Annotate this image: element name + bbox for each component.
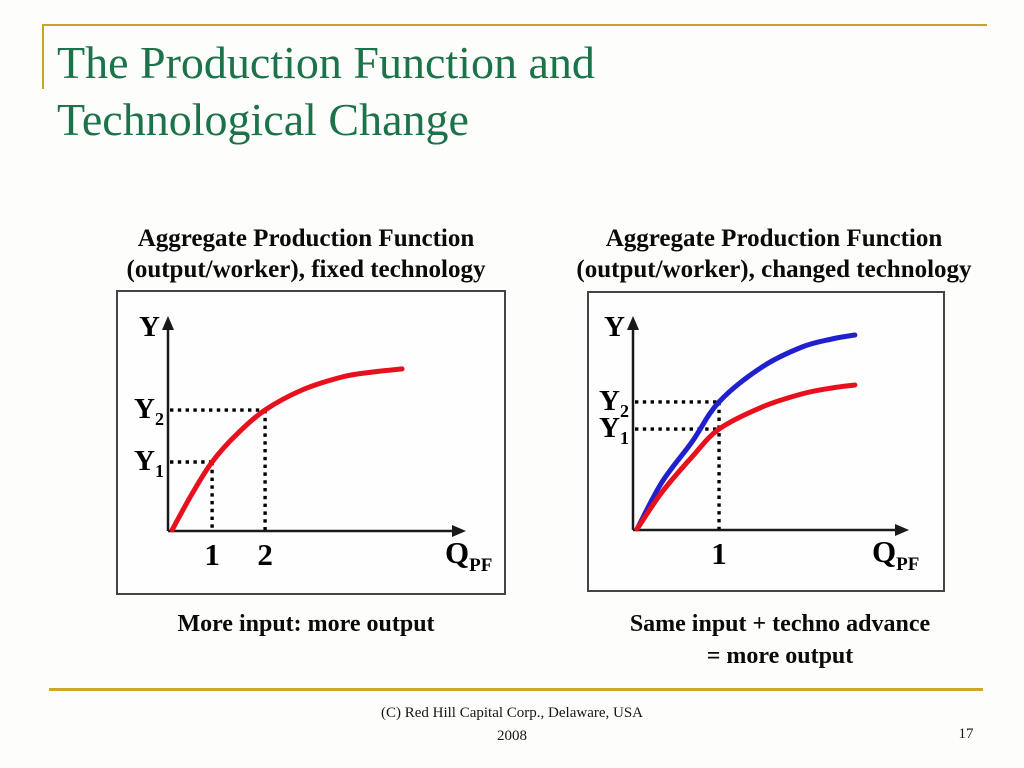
chart-title-line-2: (output/worker), changed technology [576,256,972,283]
copyright-year: 2008 [497,728,527,744]
chart-title-line-1: Aggregate Production Function [137,225,475,252]
bottom-accent-line [49,688,983,691]
y-mark-label: Y1 [134,445,164,481]
chart-caption-fixed-technology: More input: more output [94,608,518,640]
y-axis-arrow [162,316,174,330]
caption-line-1: Same input + techno advance [629,611,931,637]
chart-title-fixed-technology: Aggregate Production Function (output/wor… [94,223,518,285]
x-tick-label: 1 [204,537,220,572]
curve-series-0 [634,332,858,532]
slide-title: The Production Function and Technological… [57,34,987,148]
x-axis-label: QPF [872,534,919,575]
curve-series-0 [169,366,405,533]
top-accent-line [43,24,987,26]
chart-plot-box-changed-technology: Y2 Y1 1 Y QPF [587,291,945,592]
caption-line-1: More input: more output [177,611,435,637]
y-mark-label: Y2 [599,385,629,421]
y-mark-label: Y1 [599,412,629,448]
chart-plot-box-fixed-technology: Y2 Y1 1 2 Y QPF [116,290,506,595]
x-axis-arrow [452,525,466,537]
chart-title-changed-technology: Aggregate Production Function (output/wor… [548,223,1000,285]
page-number: 17 [958,726,974,742]
fixed-technology-chart: Y2 Y1 1 2 Y QPF [134,311,492,576]
caption-line-2: = more output [706,643,854,669]
title-accent-vertical-line [42,24,44,89]
y-axis-arrow [627,316,639,330]
x-tick-label: 2 [257,537,273,572]
slide-title-line-2: Technological Change [57,94,469,145]
chart-title-line-1: Aggregate Production Function [605,225,943,252]
y-mark-label: Y2 [134,393,164,429]
y-axis-label: Y [604,311,625,343]
chart-caption-changed-technology: Same input + techno advance = more output [556,608,1004,672]
curve-series-1 [634,382,858,532]
y-axis-label: Y [139,311,160,343]
x-axis-arrow [895,524,909,536]
footer-copyright: (C) Red Hill Capital Corp., Delaware, US… [0,702,1024,748]
slide-title-line-1: The Production Function and [57,37,595,88]
chart-title-line-2: (output/worker), fixed technology [126,256,486,283]
x-axis-label: QPF [445,535,492,576]
copyright-text: (C) Red Hill Capital Corp., Delaware, US… [380,705,644,721]
x-tick-label: 1 [711,536,727,571]
